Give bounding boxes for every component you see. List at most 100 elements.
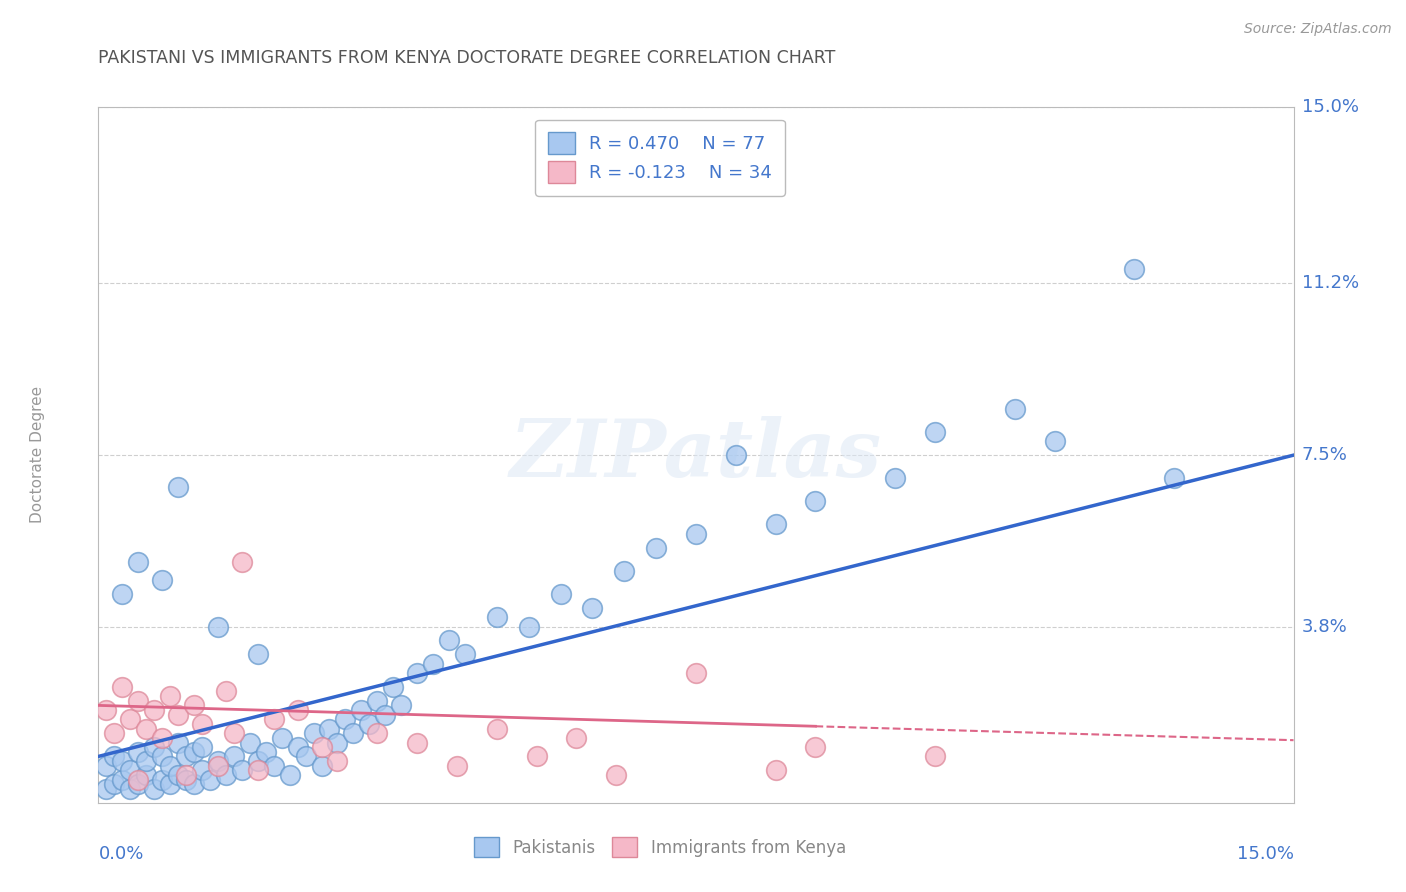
Point: [374, 707, 396, 722]
Legend: Pakistanis, Immigrants from Kenya: Pakistanis, Immigrants from Kenya: [468, 830, 852, 864]
Point: [724, 448, 747, 462]
Point: [198, 772, 221, 787]
Point: [183, 777, 205, 791]
Point: [311, 758, 333, 772]
Point: [485, 610, 508, 624]
Point: [207, 754, 229, 768]
Point: [207, 758, 229, 772]
Point: [342, 726, 364, 740]
Point: [135, 722, 157, 736]
Point: [167, 480, 190, 494]
Point: [581, 601, 603, 615]
Point: [311, 740, 333, 755]
Point: [294, 749, 316, 764]
Point: [183, 698, 205, 713]
Point: [143, 781, 166, 796]
Text: 7.5%: 7.5%: [1302, 446, 1348, 464]
Point: [318, 722, 340, 736]
Point: [437, 633, 460, 648]
Point: [270, 731, 292, 745]
Point: [884, 471, 907, 485]
Text: 11.2%: 11.2%: [1302, 275, 1360, 293]
Point: [111, 772, 134, 787]
Point: [159, 777, 181, 791]
Point: [159, 758, 181, 772]
Point: [924, 749, 946, 764]
Point: [103, 749, 125, 764]
Point: [191, 740, 214, 755]
Point: [517, 619, 540, 633]
Point: [111, 587, 134, 601]
Point: [111, 680, 134, 694]
Point: [1123, 262, 1146, 277]
Text: ZIPatlas: ZIPatlas: [510, 417, 882, 493]
Point: [1043, 434, 1066, 448]
Point: [389, 698, 412, 713]
Point: [685, 665, 707, 680]
Point: [111, 754, 134, 768]
Text: 0.0%: 0.0%: [98, 845, 143, 863]
Point: [150, 749, 173, 764]
Point: [103, 777, 125, 791]
Point: [335, 712, 357, 726]
Point: [127, 745, 149, 759]
Point: [120, 781, 142, 796]
Point: [183, 745, 205, 759]
Point: [96, 758, 118, 772]
Point: [350, 703, 373, 717]
Point: [215, 768, 238, 782]
Point: [263, 758, 285, 772]
Point: [167, 735, 190, 749]
Text: 15.0%: 15.0%: [1236, 845, 1294, 863]
Point: [135, 754, 157, 768]
Point: [326, 754, 349, 768]
Point: [685, 526, 707, 541]
Point: [246, 764, 269, 778]
Point: [454, 648, 477, 662]
Point: [191, 764, 214, 778]
Point: [359, 717, 381, 731]
Point: [191, 717, 214, 731]
Point: [565, 731, 588, 745]
Point: [222, 749, 245, 764]
Point: [143, 740, 166, 755]
Point: [526, 749, 548, 764]
Point: [150, 731, 173, 745]
Text: Doctorate Degree: Doctorate Degree: [30, 386, 45, 524]
Point: [287, 740, 309, 755]
Point: [103, 726, 125, 740]
Point: [174, 768, 197, 782]
Point: [222, 726, 245, 740]
Point: [278, 768, 301, 782]
Point: [239, 735, 262, 749]
Point: [246, 754, 269, 768]
Point: [765, 764, 787, 778]
Text: 3.8%: 3.8%: [1302, 617, 1347, 635]
Point: [127, 777, 149, 791]
Point: [382, 680, 405, 694]
Point: [120, 712, 142, 726]
Point: [287, 703, 309, 717]
Point: [150, 772, 173, 787]
Point: [804, 740, 827, 755]
Point: [167, 768, 190, 782]
Point: [1163, 471, 1185, 485]
Point: [150, 573, 173, 587]
Point: [127, 555, 149, 569]
Point: [96, 703, 118, 717]
Point: [765, 517, 787, 532]
Point: [366, 694, 388, 708]
Point: [422, 657, 444, 671]
Point: [246, 648, 269, 662]
Point: [167, 707, 190, 722]
Point: [254, 745, 277, 759]
Point: [366, 726, 388, 740]
Point: [135, 768, 157, 782]
Point: [326, 735, 349, 749]
Point: [143, 703, 166, 717]
Point: [159, 689, 181, 703]
Point: [605, 768, 627, 782]
Point: [406, 735, 429, 749]
Point: [96, 781, 118, 796]
Point: [120, 764, 142, 778]
